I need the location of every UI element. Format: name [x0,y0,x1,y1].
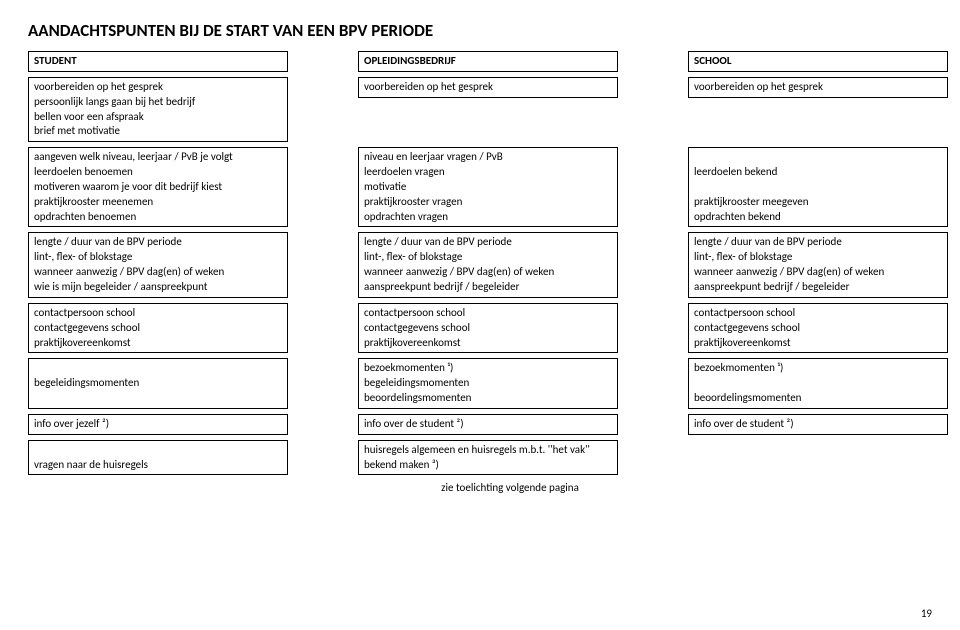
cell: info over de student ²) [358,414,618,435]
cell-line [694,150,942,165]
cell: lengte / duur van de BPV periodelint-, f… [688,232,948,297]
cell-line: contactgegevens school [34,321,282,336]
cell-line: contactpersoon school [364,306,612,321]
cell-line: opdrachten benoemen [34,210,282,225]
cell-line: voorbereiden op het gesprek [694,80,942,95]
row-info: info over jezelf ²) info over de student… [28,414,932,435]
cell-line: lengte / duur van de BPV periode [34,235,282,250]
cell-line: lint-, flex- of blokstage [694,250,942,265]
cell: contactpersoon schoolcontactgegevens sch… [358,303,618,354]
cell-line: motivatie [364,180,612,195]
cell-line: contactgegevens school [364,321,612,336]
cell-line: info over jezelf ²) [34,417,282,432]
cell-line: aanspreekpunt bedrijf / begeleider [694,280,942,295]
cell: huisregels algemeen en huisregels m.b.t.… [358,440,618,476]
row-huisregels: vragen naar de huisregels huisregels alg… [28,440,932,476]
cell-line: voorbereiden op het gesprek [34,80,282,95]
cell: voorbereiden op het gesprekpersoonlijk l… [28,77,288,142]
cell-line: lengte / duur van de BPV periode [694,235,942,250]
header-student: STUDENT [28,51,288,72]
cell-line: aanspreekpunt bedrijf / begeleider [364,280,612,295]
row-niveau: aangeven welk niveau, leerjaar / PvB je … [28,147,932,227]
cell-line: praktijkrooster vragen [364,195,612,210]
header-row: STUDENT OPLEIDINGSBEDRIJF SCHOOL [28,51,932,72]
cell-line: praktijkrooster meenemen [34,195,282,210]
cell-line: wie is mijn begeleider / aanspreekpunt [34,280,282,295]
cell-line: vragen naar de huisregels [34,458,282,473]
cell: aangeven welk niveau, leerjaar / PvB je … [28,147,288,227]
cell-line: contactgegevens school [694,321,942,336]
cell-line [34,361,282,376]
header-opleidingsbedrijf: OPLEIDINGSBEDRIJF [358,51,618,72]
cell-line [694,376,942,391]
row-begeleiding: begeleidingsmomenten bezoekmomenten ¹)be… [28,358,932,409]
cell: info over jezelf ²) [28,414,288,435]
cell-line: leerdoelen vragen [364,165,612,180]
cell-line: opdrachten vragen [364,210,612,225]
footer-note: zie toelichting volgende pagina [28,481,932,494]
cell: lengte / duur van de BPV periodelint-, f… [358,232,618,297]
cell: contactpersoon schoolcontactgegevens sch… [28,303,288,354]
cell-line: aangeven welk niveau, leerjaar / PvB je … [34,150,282,165]
cell-line: lint-, flex- of blokstage [34,250,282,265]
cell-line: info over de student ²) [694,417,942,432]
cell: bezoekmomenten ¹)begeleidingsmomentenbeo… [358,358,618,409]
cell-line: wanneer aanwezig / BPV dag(en) of weken [364,265,612,280]
cell-line: wanneer aanwezig / BPV dag(en) of weken [694,265,942,280]
header-school: SCHOOL [688,51,948,72]
page-number: 19 [921,607,932,620]
cell-line [34,443,282,458]
row-lengte: lengte / duur van de BPV periodelint-, f… [28,232,932,297]
cell-line: brief met motivatie [34,124,282,139]
cell-line: bezoekmomenten ¹) [364,361,612,376]
cell-line: voorbereiden op het gesprek [364,80,612,95]
cell-line: contactpersoon school [34,306,282,321]
cell-line: bezoekmomenten ¹) [694,361,942,376]
cell-line: wanneer aanwezig / BPV dag(en) of weken [34,265,282,280]
cell: contactpersoon schoolcontactgegevens sch… [688,303,948,354]
cell-line: praktijkovereenkomst [694,336,942,351]
cell-line: info over de student ²) [364,417,612,432]
row-contact: contactpersoon schoolcontactgegevens sch… [28,303,932,354]
cell-line: contactpersoon school [694,306,942,321]
cell-line: leerdoelen bekend [694,165,942,180]
cell-line: praktijkovereenkomst [364,336,612,351]
cell-line: huisregels algemeen en huisregels m.b.t.… [364,443,612,458]
cell: begeleidingsmomenten [28,358,288,409]
cell-line [34,391,282,406]
cell: voorbereiden op het gesprek [358,77,618,98]
cell: bezoekmomenten ¹) beoordelingsmomenten [688,358,948,409]
cell-line: leerdoelen benoemen [34,165,282,180]
row-voorbereiden: voorbereiden op het gesprekpersoonlijk l… [28,77,932,142]
cell-line: beoordelingsmomenten [694,391,942,406]
cell-line: lengte / duur van de BPV periode [364,235,612,250]
cell-line: beoordelingsmomenten [364,391,612,406]
cell: niveau en leerjaar vragen / PvBleerdoele… [358,147,618,227]
cell-line: opdrachten bekend [694,210,942,225]
cell: leerdoelen bekend praktijkrooster meegev… [688,147,948,227]
cell: lengte / duur van de BPV periodelint-, f… [28,232,288,297]
cell-line: begeleidingsmomenten [364,376,612,391]
page-title: AANDACHTSPUNTEN BIJ DE START VAN EEN BPV… [28,20,932,41]
cell-line [694,180,942,195]
cell-line: niveau en leerjaar vragen / PvB [364,150,612,165]
cell-line: begeleidingsmomenten [34,376,282,391]
cell-line: bellen voor een afspraak [34,110,282,125]
cell-line: motiveren waarom je voor dit bedrijf kie… [34,180,282,195]
cell-line: persoonlijk langs gaan bij het bedrijf [34,95,282,110]
cell: vragen naar de huisregels [28,440,288,476]
cell: voorbereiden op het gesprek [688,77,948,98]
cell-line: praktijkrooster meegeven [694,195,942,210]
cell-line: lint-, flex- of blokstage [364,250,612,265]
cell-line: bekend maken ³) [364,458,612,473]
cell-line: praktijkovereenkomst [34,336,282,351]
cell: info over de student ²) [688,414,948,435]
